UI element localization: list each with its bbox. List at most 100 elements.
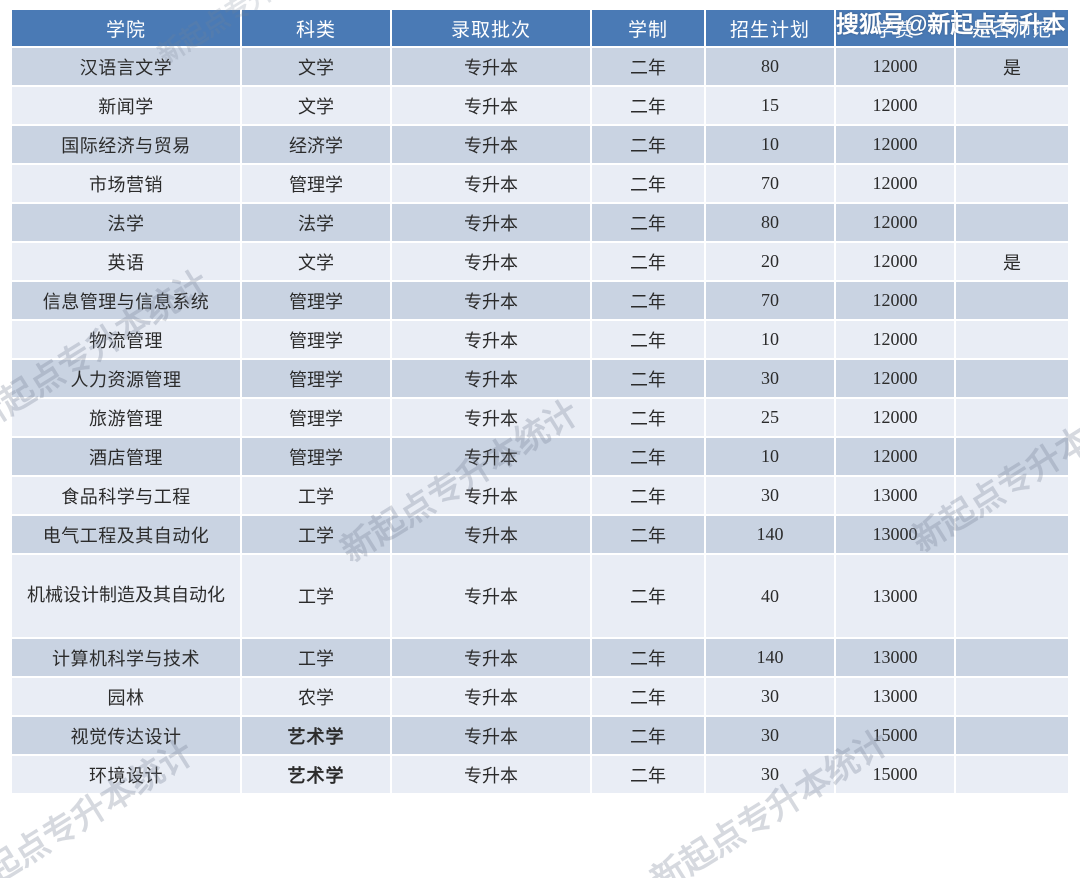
cell-plan: 25 — [706, 399, 834, 436]
cell-normal — [956, 438, 1068, 475]
cell-batch: 专升本 — [392, 243, 590, 280]
table-row: 信息管理与信息系统 管理学 专升本 二年 70 12000 — [12, 282, 1068, 319]
cell-duration: 二年 — [592, 477, 704, 514]
cell-tuition: 15000 — [836, 717, 954, 754]
cell-tuition: 13000 — [836, 678, 954, 715]
cell-college: 物流管理 — [12, 321, 240, 358]
cell-duration: 二年 — [592, 438, 704, 475]
cell-plan: 30 — [706, 360, 834, 397]
cell-plan: 10 — [706, 438, 834, 475]
cell-normal — [956, 678, 1068, 715]
cell-college: 市场营销 — [12, 165, 240, 202]
cell-tuition: 12000 — [836, 399, 954, 436]
cell-normal — [956, 756, 1068, 793]
cell-batch: 专升本 — [392, 87, 590, 124]
cell-plan: 70 — [706, 282, 834, 319]
cell-category: 文学 — [242, 87, 390, 124]
cell-college: 汉语言文学 — [12, 48, 240, 85]
cell-plan: 140 — [706, 516, 834, 553]
cell-duration: 二年 — [592, 282, 704, 319]
cell-plan: 70 — [706, 165, 834, 202]
cell-tuition: 13000 — [836, 477, 954, 514]
cell-duration: 二年 — [592, 243, 704, 280]
cell-normal — [956, 477, 1068, 514]
cell-batch: 专升本 — [392, 399, 590, 436]
cell-normal — [956, 126, 1068, 163]
cell-batch: 专升本 — [392, 360, 590, 397]
cell-college: 法学 — [12, 204, 240, 241]
cell-category: 管理学 — [242, 438, 390, 475]
cell-tuition: 12000 — [836, 126, 954, 163]
table-header: 学院 科类 录取批次 学制 招生计划 学费 是否师范 — [12, 10, 1068, 46]
cell-tuition: 13000 — [836, 516, 954, 553]
cell-normal — [956, 321, 1068, 358]
cell-duration: 二年 — [592, 87, 704, 124]
cell-normal — [956, 165, 1068, 202]
cell-college: 食品科学与工程 — [12, 477, 240, 514]
cell-batch: 专升本 — [392, 165, 590, 202]
cell-category: 工学 — [242, 516, 390, 553]
cell-category: 法学 — [242, 204, 390, 241]
cell-normal — [956, 555, 1068, 637]
cell-plan: 30 — [706, 477, 834, 514]
column-header-category[interactable]: 科类 — [242, 10, 390, 46]
cell-plan: 15 — [706, 87, 834, 124]
cell-college: 电气工程及其自动化 — [12, 516, 240, 553]
cell-plan: 80 — [706, 48, 834, 85]
cell-duration: 二年 — [592, 360, 704, 397]
cell-college: 英语 — [12, 243, 240, 280]
cell-category: 工学 — [242, 555, 390, 637]
cell-tuition: 12000 — [836, 438, 954, 475]
cell-tuition: 12000 — [836, 48, 954, 85]
cell-college: 旅游管理 — [12, 399, 240, 436]
cell-normal: 是 — [956, 243, 1068, 280]
cell-plan: 30 — [706, 678, 834, 715]
cell-duration: 二年 — [592, 678, 704, 715]
cell-duration: 二年 — [592, 48, 704, 85]
column-header-college[interactable]: 学院 — [12, 10, 240, 46]
table-row: 环境设计 艺术学 专升本 二年 30 15000 — [12, 756, 1068, 793]
cell-category: 文学 — [242, 243, 390, 280]
cell-college: 视觉传达设计 — [12, 717, 240, 754]
table-row: 国际经济与贸易 经济学 专升本 二年 10 12000 — [12, 126, 1068, 163]
cell-category: 文学 — [242, 48, 390, 85]
cell-batch: 专升本 — [392, 204, 590, 241]
cell-plan: 10 — [706, 126, 834, 163]
cell-college: 国际经济与贸易 — [12, 126, 240, 163]
cell-tuition: 12000 — [836, 321, 954, 358]
table-row: 旅游管理 管理学 专升本 二年 25 12000 — [12, 399, 1068, 436]
cell-normal: 是 — [956, 48, 1068, 85]
cell-college: 酒店管理 — [12, 438, 240, 475]
table-row: 人力资源管理 管理学 专升本 二年 30 12000 — [12, 360, 1068, 397]
table-header-row: 学院 科类 录取批次 学制 招生计划 学费 是否师范 — [12, 10, 1068, 46]
cell-tuition: 12000 — [836, 360, 954, 397]
column-header-duration[interactable]: 学制 — [592, 10, 704, 46]
cell-plan: 80 — [706, 204, 834, 241]
cell-category: 管理学 — [242, 282, 390, 319]
cell-plan: 20 — [706, 243, 834, 280]
cell-plan: 30 — [706, 756, 834, 793]
cell-plan: 10 — [706, 321, 834, 358]
cell-tuition: 13000 — [836, 639, 954, 676]
cell-normal — [956, 516, 1068, 553]
column-header-normal[interactable]: 是否师范 — [956, 10, 1068, 46]
table-row: 园林 农学 专升本 二年 30 13000 — [12, 678, 1068, 715]
table-row: 物流管理 管理学 专升本 二年 10 12000 — [12, 321, 1068, 358]
cell-category: 管理学 — [242, 165, 390, 202]
cell-college: 人力资源管理 — [12, 360, 240, 397]
column-header-batch[interactable]: 录取批次 — [392, 10, 590, 46]
cell-batch: 专升本 — [392, 438, 590, 475]
column-header-tuition[interactable]: 学费 — [836, 10, 954, 46]
cell-normal — [956, 639, 1068, 676]
cell-category: 管理学 — [242, 360, 390, 397]
table-row: 汉语言文学 文学 专升本 二年 80 12000 是 — [12, 48, 1068, 85]
column-header-plan[interactable]: 招生计划 — [706, 10, 834, 46]
cell-batch: 专升本 — [392, 678, 590, 715]
cell-batch: 专升本 — [392, 717, 590, 754]
cell-duration: 二年 — [592, 756, 704, 793]
cell-tuition: 13000 — [836, 555, 954, 637]
cell-category: 工学 — [242, 477, 390, 514]
cell-batch: 专升本 — [392, 555, 590, 637]
cell-duration: 二年 — [592, 204, 704, 241]
